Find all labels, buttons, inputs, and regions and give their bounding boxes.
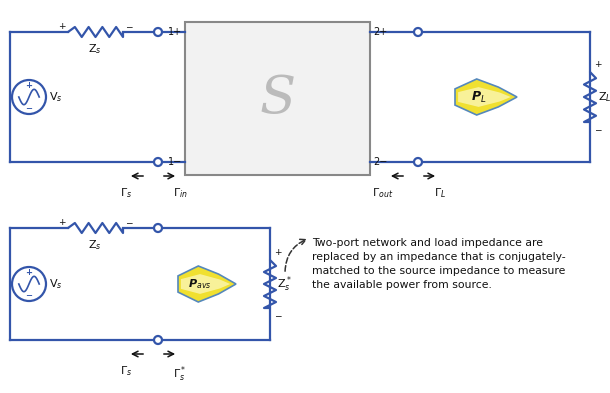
Text: $\Gamma_s$: $\Gamma_s$ <box>120 186 132 200</box>
Circle shape <box>154 336 162 344</box>
Text: P$_L$: P$_L$ <box>471 90 486 105</box>
Text: 1−: 1− <box>168 157 182 167</box>
Text: +: + <box>26 268 32 277</box>
Text: +: + <box>26 81 32 90</box>
Polygon shape <box>178 266 236 302</box>
Text: 2+: 2+ <box>373 27 387 37</box>
Text: S: S <box>259 73 296 124</box>
Text: −: − <box>125 22 132 31</box>
Text: $\Gamma_{in}$: $\Gamma_{in}$ <box>173 186 187 200</box>
Circle shape <box>154 158 162 166</box>
Text: +: + <box>59 218 66 227</box>
FancyBboxPatch shape <box>185 22 370 175</box>
Text: −: − <box>26 290 32 299</box>
Text: 2−: 2− <box>373 157 387 167</box>
Circle shape <box>154 28 162 36</box>
Text: −: − <box>26 103 32 112</box>
Text: 1+: 1+ <box>168 27 182 37</box>
Polygon shape <box>458 87 511 107</box>
Text: Z$_s$: Z$_s$ <box>88 42 102 56</box>
Text: Z$_L$: Z$_L$ <box>598 90 610 104</box>
Text: $\Gamma_s^*$: $\Gamma_s^*$ <box>173 364 187 384</box>
Text: $\Gamma_s$: $\Gamma_s$ <box>120 364 132 378</box>
Text: −: − <box>125 218 132 227</box>
Text: Z$_s^*$: Z$_s^*$ <box>277 274 292 294</box>
Text: Two-port network and load impedance are
replaced by an impedance that is conjuga: Two-port network and load impedance are … <box>312 238 565 290</box>
FancyArrowPatch shape <box>285 239 306 271</box>
Text: +: + <box>594 60 601 69</box>
Text: P$_{avs}$: P$_{avs}$ <box>188 277 212 291</box>
Text: V$_s$: V$_s$ <box>49 90 63 104</box>
Text: −: − <box>274 311 281 320</box>
Text: $\Gamma_L$: $\Gamma_L$ <box>434 186 446 200</box>
Polygon shape <box>455 79 517 115</box>
Text: −: − <box>594 125 601 134</box>
Text: $\Gamma_{out}$: $\Gamma_{out}$ <box>372 186 393 200</box>
Text: +: + <box>59 22 66 31</box>
Text: V$_s$: V$_s$ <box>49 277 63 291</box>
Circle shape <box>414 158 422 166</box>
Circle shape <box>154 224 162 232</box>
Circle shape <box>414 28 422 36</box>
Text: +: + <box>274 248 281 257</box>
Polygon shape <box>181 274 230 294</box>
Text: Z$_s$: Z$_s$ <box>88 238 102 252</box>
